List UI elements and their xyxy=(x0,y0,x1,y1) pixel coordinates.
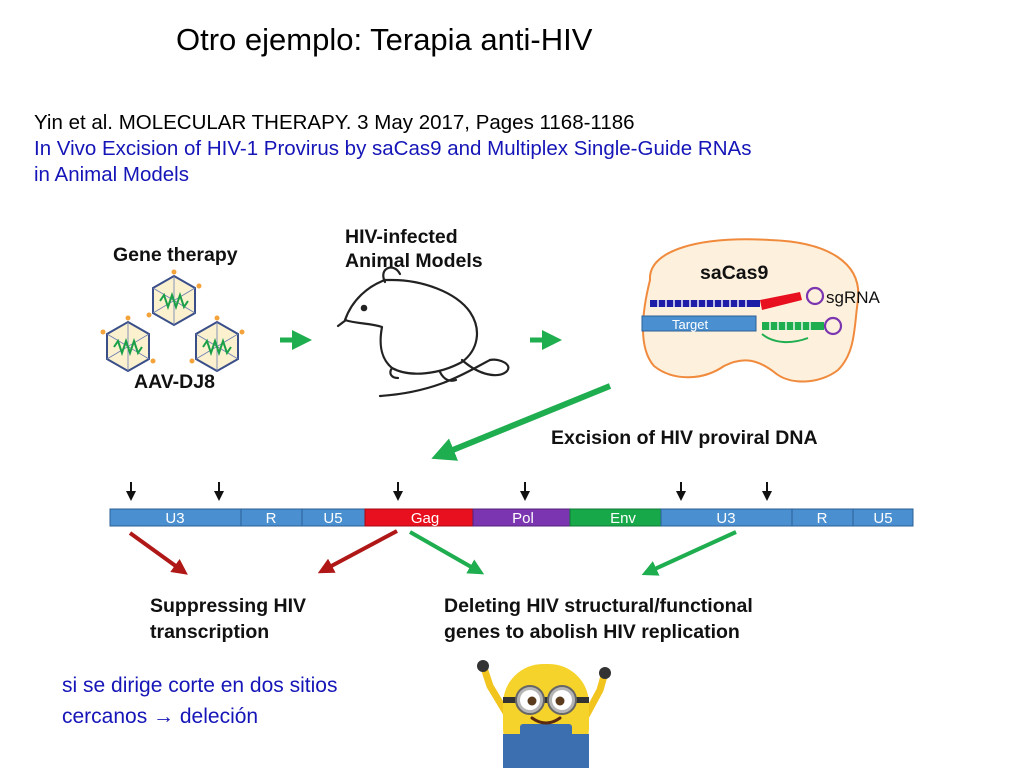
sgrna-label: sgRNA xyxy=(826,288,881,307)
citation-block: Yin et al. MOLECULAR THERAPY. 3 May 2017… xyxy=(34,110,751,188)
outcome-left-line-1: Suppressing HIV xyxy=(150,595,306,617)
cas-label: saCas9 xyxy=(700,262,768,284)
vector-label: AAV-DJ8 xyxy=(134,371,215,393)
arrow-gag-to-suppression xyxy=(317,529,398,574)
excision-arrow xyxy=(431,383,612,461)
mouse-icon xyxy=(336,266,510,398)
arrow-gag-to-deletion xyxy=(409,530,485,575)
outcome-right-line-1: Deleting HIV structural/functional xyxy=(444,595,753,617)
paper-title-line-1: In Vivo Excision of HIV-1 Provirus by sa… xyxy=(34,137,752,160)
segment-label: U3 xyxy=(716,510,735,527)
animal-label-line-2: Animal Models xyxy=(345,250,483,272)
segment-label: Gag xyxy=(411,510,439,527)
segment-label: Pol xyxy=(512,510,534,527)
outcome-left-line-2: transcription xyxy=(150,621,269,643)
arrow-ltr-to-deletion xyxy=(641,530,737,576)
provirus-bar: U3 R U5 Gag Pol Env U3 R U5 xyxy=(109,508,914,527)
minion-illustration xyxy=(477,660,611,768)
segment-u5-3prime xyxy=(852,508,914,527)
note-line-2: cercanos → deleción xyxy=(62,705,259,728)
segment-label: R xyxy=(817,510,828,527)
outcome-right-line-2: genes to abolish HIV replication xyxy=(444,621,740,643)
aav-virus-top xyxy=(146,269,202,327)
cut-site-arrows xyxy=(126,482,772,501)
animal-label-line-1: HIV-infected xyxy=(345,226,458,248)
segment-label: U5 xyxy=(323,510,342,527)
excision-label: Excision of HIV proviral DNA xyxy=(551,427,818,449)
aav-virus-right xyxy=(189,315,245,373)
arrow-ltr-to-suppression xyxy=(128,531,188,575)
cas9-complex: saCas9 sgRNA Target xyxy=(641,238,881,383)
segment-label: U5 xyxy=(873,510,892,527)
note-line-1: si se dirige corte en dos sitios xyxy=(62,674,338,697)
segment-label: Env xyxy=(610,510,636,527)
paper-title-line-2: in Animal Models xyxy=(34,163,189,186)
segment-label: U3 xyxy=(165,510,184,527)
note-block: si se dirige corte en dos sitios cercano… xyxy=(62,670,337,732)
segment-label: R xyxy=(266,510,277,527)
slide-title: Otro ejemplo: Terapia anti-HIV xyxy=(176,22,593,57)
citation-reference: Yin et al. MOLECULAR THERAPY. 3 May 2017… xyxy=(34,111,635,134)
aav-virus-left xyxy=(100,315,156,373)
target-label: Target xyxy=(672,317,709,332)
gene-therapy-label: Gene therapy xyxy=(113,244,238,266)
